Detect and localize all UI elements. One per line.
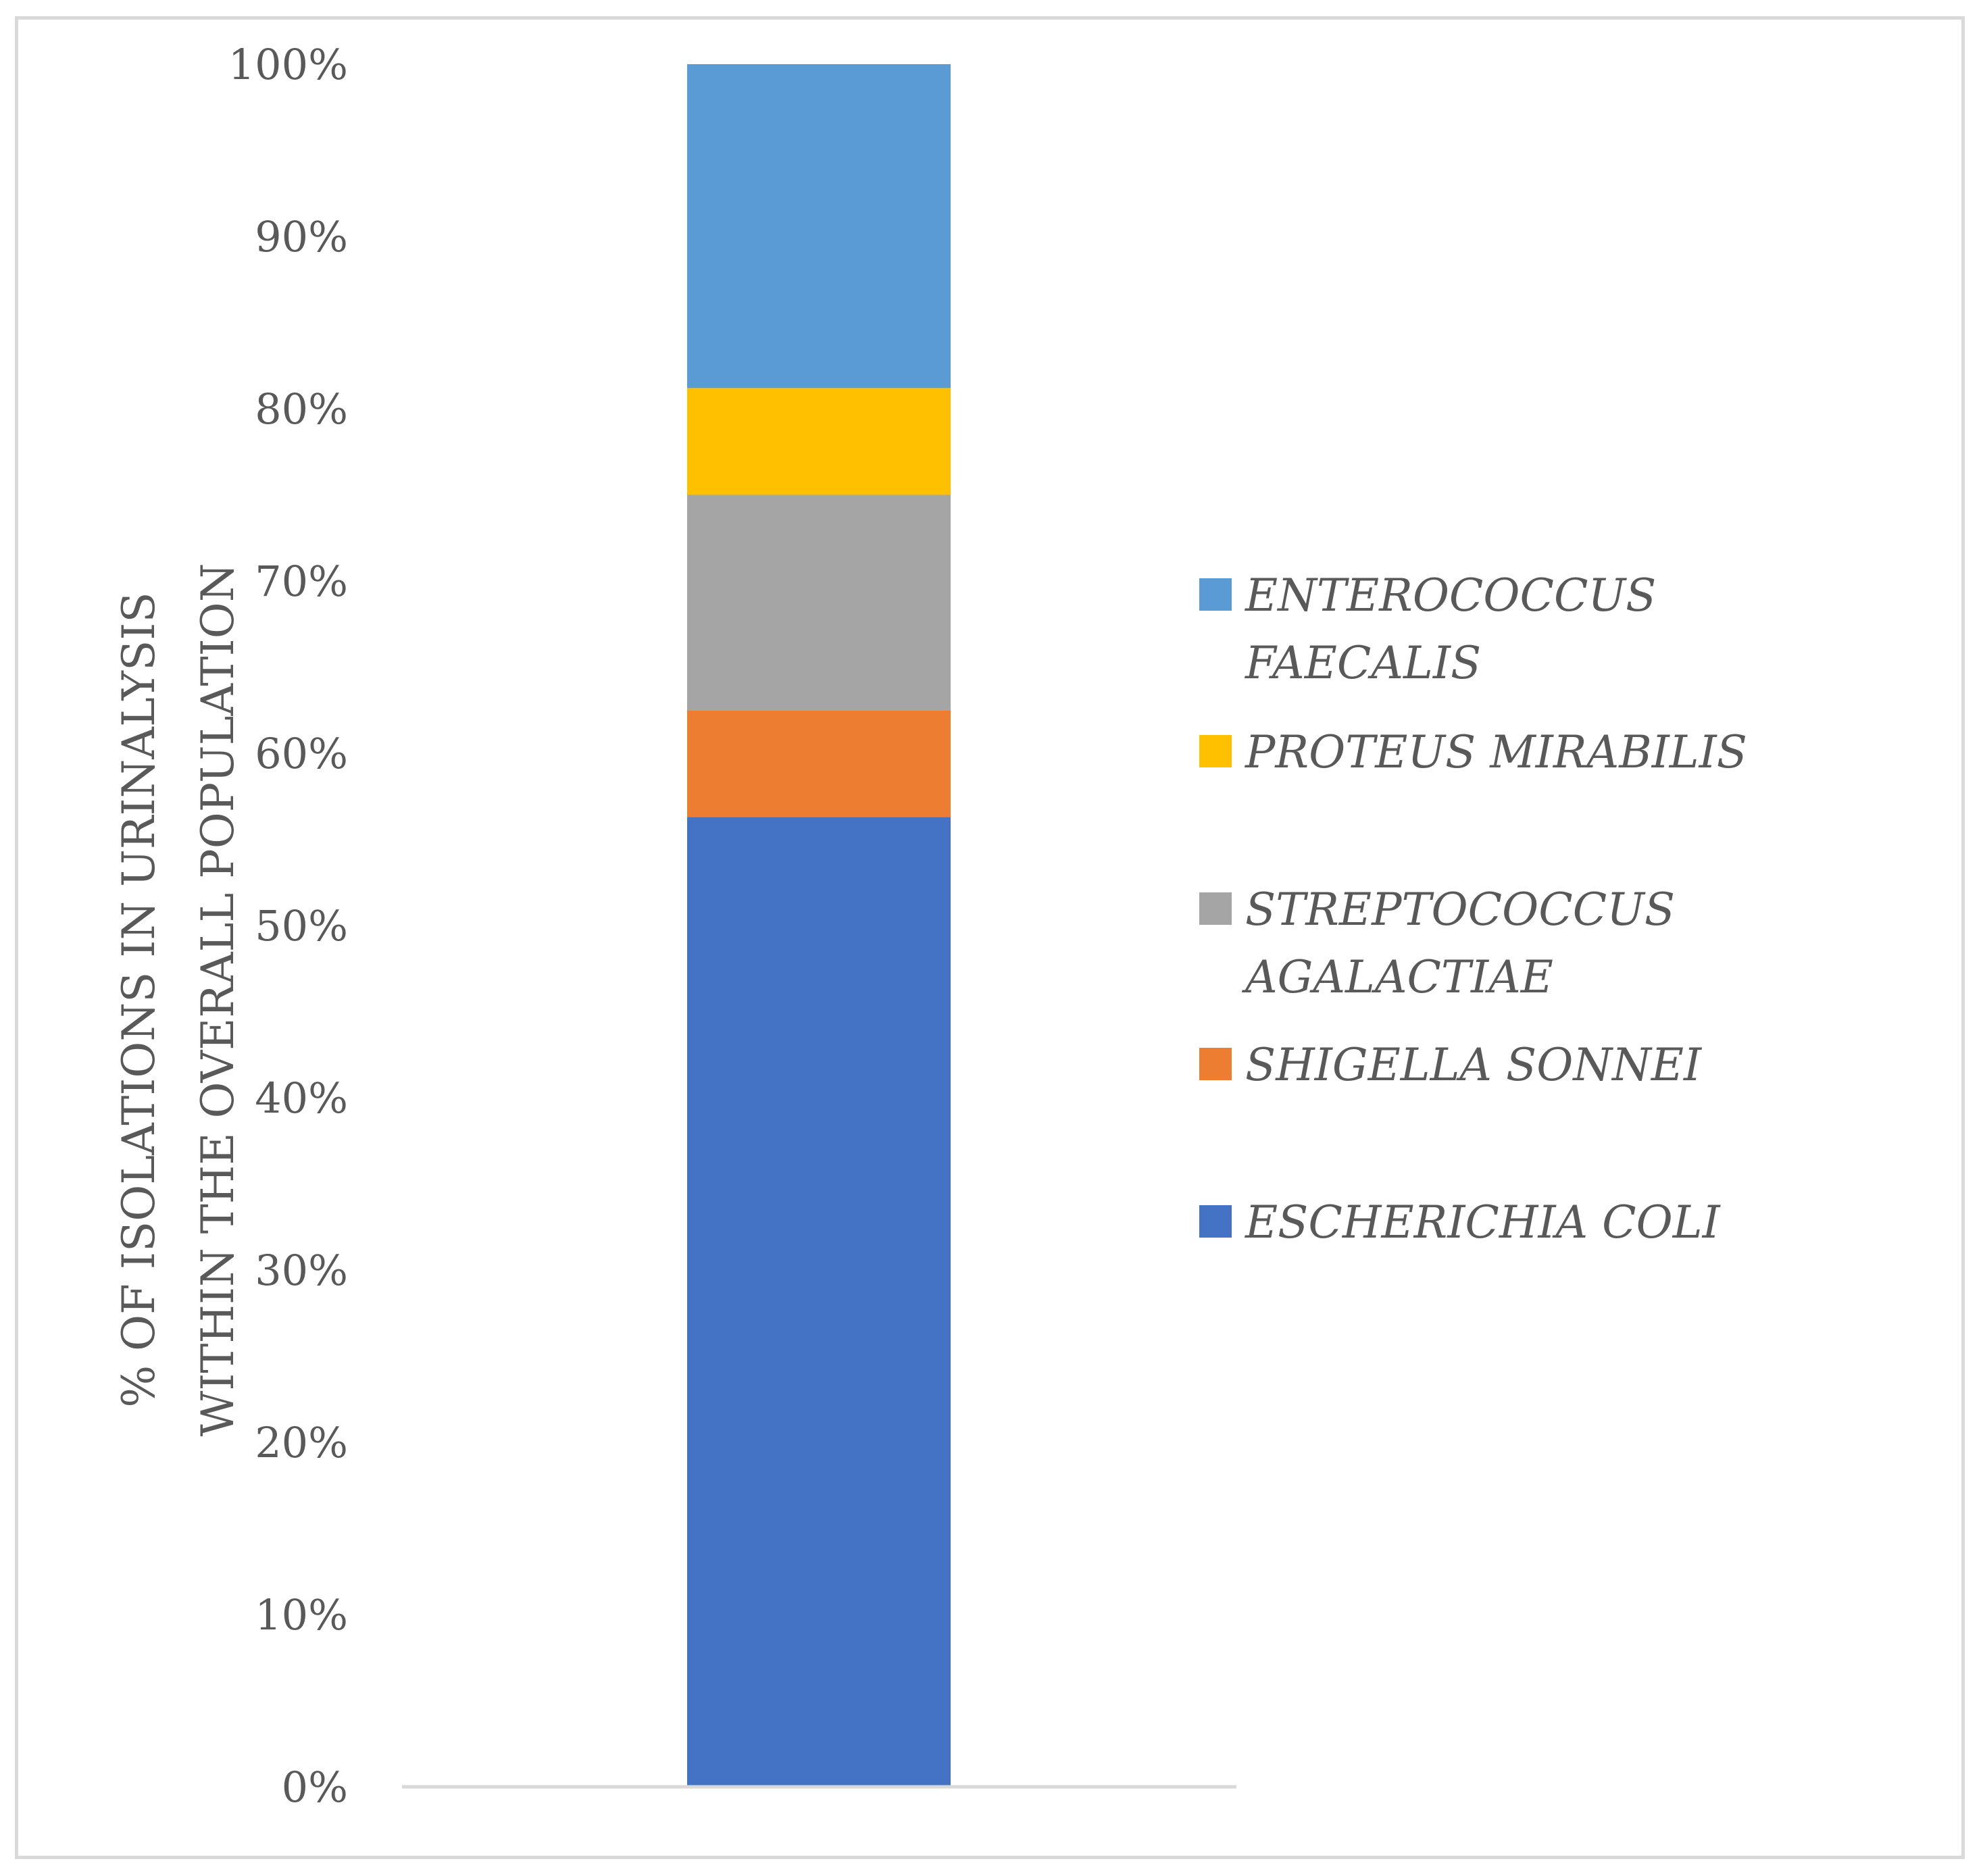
legend: ENTEROCOCCUS FAECALIS PROTEUS MIRABILIS STR… [1199,569,1747,1248]
y-tick-label: 100% [228,40,348,89]
legend-label: FAECALIS [1245,637,1481,689]
y-tick-label: 70% [255,557,348,606]
bar-segments [687,64,951,1787]
bar-segment-escherichia-coli [687,817,951,1787]
chart-frame [15,16,1965,1859]
bar-segment-streptococcus-agalactiae [687,495,951,711]
legend-swatch [1199,578,1232,611]
y-axis-label-line-1: % OF ISOLATIONS IN URINALYSIS [113,592,165,1407]
y-axis-ticks: 0% 10% 20% 30% 40% 50% 60% 70% 80% 90% 100% [228,40,348,1812]
y-tick-label: 90% [255,212,348,261]
legend-label: STREPTOCOCCUS [1245,884,1675,936]
y-axis-label: % OF ISOLATIONS IN URINALYSIS WITHIN THE… [113,563,244,1436]
y-tick-label: 10% [255,1590,348,1640]
legend-label: ESCHERICHIA COLI [1245,1196,1722,1248]
y-axis-label-line-2: WITHIN THE OVERALL POPULATION [192,563,244,1436]
legend-swatch [1199,1205,1232,1238]
bar-segment-shigella-sonnei [687,710,951,817]
y-tick-label: 40% [255,1073,348,1123]
legend-label: PROTEUS MIRABILIS [1245,726,1747,778]
legend-label: ENTEROCOCCUS [1245,569,1656,622]
bar-segment-enterococcus-faecalis [687,64,951,388]
y-tick-label: 50% [255,901,348,950]
bar-segment-proteus-mirabilis [687,388,951,495]
y-tick-label: 20% [255,1418,348,1467]
legend-swatch [1199,735,1232,767]
y-tick-label: 30% [255,1246,348,1295]
y-tick-label: 80% [255,384,348,434]
y-tick-label: 0% [282,1763,348,1812]
y-tick-label: 60% [255,729,348,778]
legend-label: AGALACTIAE [1241,951,1553,1003]
legend-swatch [1199,1048,1232,1080]
legend-swatch [1199,892,1232,925]
legend-label: SHIGELLA SONNEI [1245,1039,1703,1091]
